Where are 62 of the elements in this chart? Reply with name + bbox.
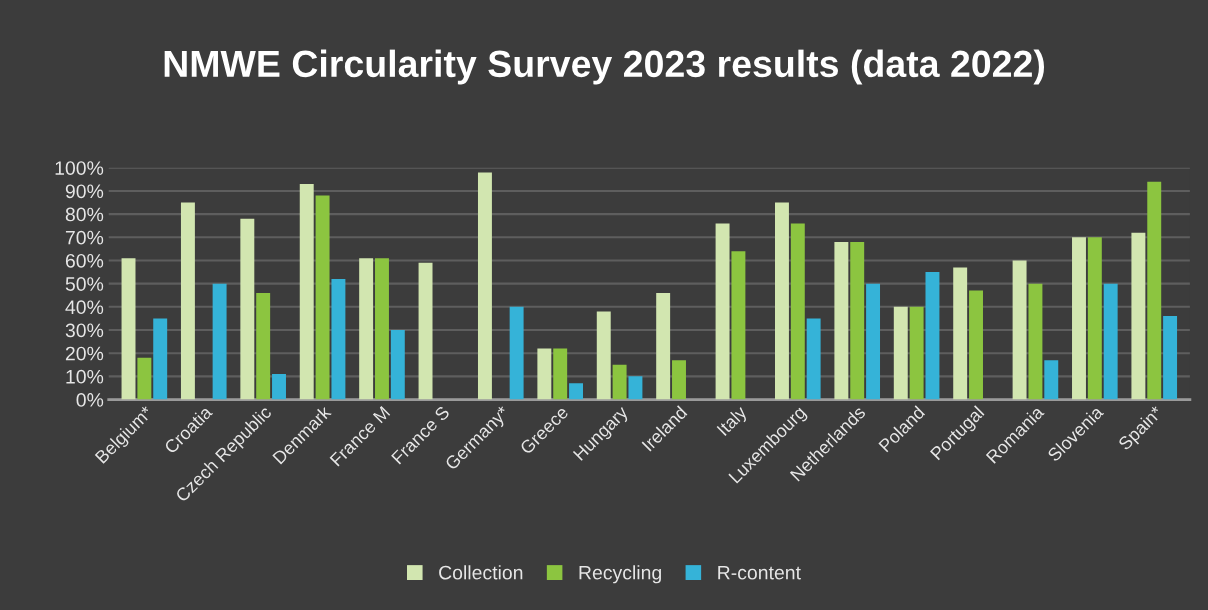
bar [656, 292, 671, 400]
bar [1103, 283, 1118, 400]
bar [790, 223, 805, 400]
y-tick-label: 90% [65, 184, 104, 199]
bar [834, 241, 849, 400]
bar [299, 183, 314, 400]
bar [390, 330, 405, 400]
y-tick-label: 60% [65, 253, 104, 268]
bar [806, 318, 821, 400]
bar [315, 195, 330, 400]
y-tick-label: 30% [65, 323, 104, 338]
bar [1147, 181, 1162, 400]
bar [1072, 237, 1086, 400]
bar [359, 258, 374, 400]
bar [731, 251, 746, 400]
bar [866, 283, 881, 400]
bar [256, 292, 271, 400]
y-tick-label: 80% [65, 207, 104, 222]
bar [1131, 232, 1146, 400]
bar [331, 279, 346, 400]
bar [909, 306, 924, 400]
bar [1087, 237, 1102, 400]
bar [1012, 260, 1027, 400]
bar [715, 223, 730, 400]
bar [775, 202, 789, 400]
y-tick-label: 100% [55, 161, 104, 175]
bar [850, 241, 865, 400]
bar [628, 376, 643, 400]
y-tick-label: 70% [65, 230, 104, 245]
y-tick-label: 50% [65, 277, 104, 291]
bar [1163, 316, 1178, 400]
bar [180, 202, 195, 400]
bar [537, 348, 552, 400]
bar [953, 267, 968, 400]
bar [240, 218, 255, 400]
y-tick-label: 40% [65, 300, 104, 315]
chart-title: NMWE Circularity Survey 2023 results (data 2022) [164, 49, 1045, 85]
bar [893, 306, 908, 400]
bar [509, 306, 524, 400]
bar [212, 283, 227, 400]
bar [672, 360, 686, 400]
bar [153, 318, 168, 400]
legend-label: Recycling [579, 565, 661, 584]
bar [375, 258, 389, 400]
y-tick-label: 10% [66, 369, 104, 384]
y-tick-label: 0% [76, 393, 104, 407]
bar [272, 374, 286, 400]
legend-label: Collection [439, 565, 523, 580]
bar [569, 383, 583, 400]
bar [925, 272, 940, 400]
bar [121, 258, 136, 400]
bar [418, 262, 433, 400]
bar [137, 357, 152, 400]
bar [612, 364, 627, 400]
legend-label: R-content [718, 565, 801, 580]
bar [596, 311, 611, 400]
y-tick-label: 20% [65, 346, 104, 361]
bar [477, 172, 492, 400]
bar [553, 348, 568, 400]
bar [969, 290, 983, 400]
bar [1044, 360, 1059, 400]
bar [1028, 283, 1043, 400]
